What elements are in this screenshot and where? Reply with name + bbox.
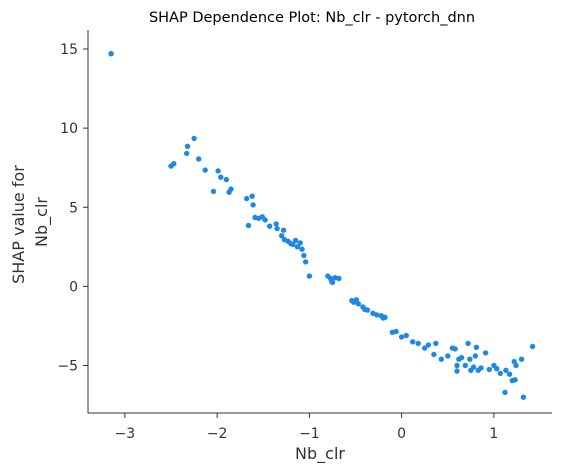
data-point [184, 143, 191, 149]
data-point [445, 353, 451, 359]
data-point [184, 150, 190, 157]
points-layer [108, 51, 536, 400]
data-point [518, 356, 525, 362]
data-point [425, 342, 432, 348]
data-point [454, 368, 460, 374]
data-point [279, 233, 285, 239]
data-point [290, 241, 296, 248]
data-point [171, 161, 177, 167]
y-tick-label: 10 [60, 121, 78, 137]
chart-title: SHAP Dependence Plot: Nb_clr - pytorch_d… [149, 10, 475, 26]
data-point [196, 156, 202, 162]
data-point [273, 221, 279, 227]
data-point [294, 244, 301, 250]
y-axis-label-line-1: SHAP value for [9, 165, 28, 284]
data-point [422, 345, 428, 351]
data-point [470, 364, 477, 370]
data-point [431, 351, 437, 358]
y-ticks: −5 0 5 10 15 [57, 42, 88, 375]
data-point [410, 339, 416, 345]
x-ticks: −3 −2 −1 0 1 [115, 413, 498, 442]
data-point [301, 252, 307, 259]
data-point [512, 377, 518, 383]
data-point [458, 354, 465, 361]
data-point [473, 344, 480, 350]
data-point [245, 222, 252, 229]
data-point [478, 365, 484, 371]
data-point [329, 279, 336, 286]
data-point [374, 312, 380, 318]
data-point [486, 366, 492, 373]
data-point [494, 366, 500, 372]
data-point [433, 340, 439, 347]
x-tick-label: 1 [489, 426, 498, 442]
data-point [472, 353, 479, 359]
data-point [382, 314, 388, 320]
data-point [415, 340, 421, 347]
data-point [191, 135, 197, 142]
data-point [297, 240, 303, 246]
data-point [454, 362, 460, 369]
data-point [403, 332, 409, 339]
data-point [482, 350, 489, 356]
data-point [353, 297, 360, 303]
y-tick-label: 15 [60, 42, 78, 58]
x-axis-label: Nb_clr [295, 444, 345, 464]
data-point [218, 174, 224, 180]
data-point [520, 394, 527, 400]
y-tick-label: 5 [69, 200, 78, 216]
y-tick-label: −5 [57, 359, 78, 375]
data-point [529, 343, 536, 350]
data-point [202, 167, 208, 173]
data-point [299, 246, 305, 252]
data-point [467, 356, 473, 362]
y-axis-label: SHAP value for Nb_clr [9, 160, 52, 284]
data-point [355, 301, 361, 307]
data-point [306, 273, 313, 279]
data-point [303, 259, 309, 265]
data-point [280, 227, 287, 233]
data-point [462, 362, 468, 369]
data-point [393, 328, 399, 335]
data-point [398, 334, 405, 340]
data-point [223, 176, 230, 183]
y-axis-label-line-2: Nb_clr [32, 197, 52, 247]
data-point [108, 51, 114, 57]
x-tick-label: −3 [115, 426, 136, 442]
data-point [364, 307, 371, 313]
data-point [274, 225, 280, 232]
data-point [249, 193, 255, 199]
data-point [228, 186, 234, 192]
data-point [292, 237, 299, 244]
data-point [513, 362, 519, 369]
x-tick-label: −1 [299, 426, 320, 442]
data-point [438, 356, 444, 362]
data-point [250, 202, 256, 208]
data-point [503, 367, 509, 373]
y-tick-label: 0 [69, 279, 78, 295]
data-point [452, 346, 458, 352]
data-point [267, 223, 273, 229]
data-point [502, 389, 508, 396]
data-point [497, 370, 503, 377]
data-point [215, 168, 221, 174]
data-point [262, 217, 268, 223]
data-point [244, 195, 250, 202]
data-point [506, 371, 513, 377]
x-tick-label: 0 [397, 426, 406, 442]
data-point [210, 188, 217, 195]
x-tick-label: −2 [207, 426, 228, 442]
data-point [336, 275, 342, 282]
data-point [465, 340, 471, 347]
